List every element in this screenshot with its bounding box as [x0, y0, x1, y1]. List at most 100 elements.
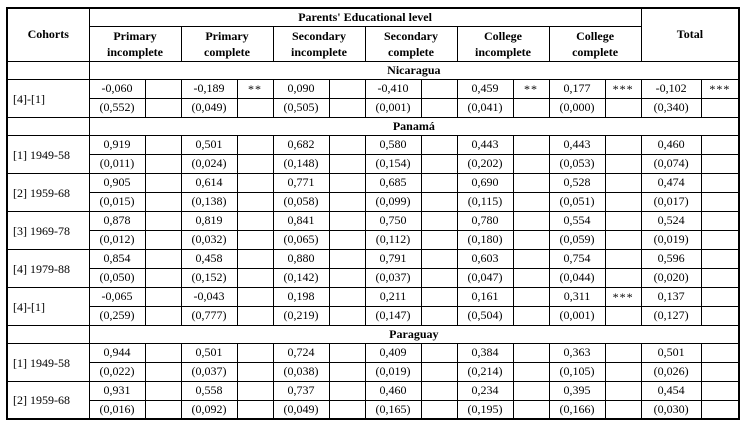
pvalue-cell: (0,259): [88, 305, 146, 326]
significance-empty-cell: [236, 191, 274, 212]
value-cell: -0,065: [88, 286, 146, 307]
significance-cell: [700, 210, 740, 231]
country-label: Panamá: [88, 116, 740, 136]
significance-cell: [144, 78, 182, 99]
column-header-line: complete: [572, 44, 619, 59]
pvalue-row: (0,050) (0,152) (0,142) (0,037) (0,047) (0,04…: [7, 267, 740, 288]
significance-empty-cell: [328, 153, 366, 174]
significance-cell: [420, 380, 458, 401]
significance-cell: [236, 380, 274, 401]
value-cell: -0,189: [180, 78, 238, 99]
pvalue-cell: (0,180): [456, 229, 514, 250]
pvalue-cell: (0,504): [456, 305, 514, 326]
significance-cell: [604, 248, 642, 269]
significance-empty-cell: [236, 153, 274, 174]
significance-cell: [328, 380, 366, 401]
value-row: [4] 1979-88 0,854 0,458 0,880 0,791 0,603 0,75…: [6, 248, 740, 288]
value-cell: 0,460: [640, 134, 702, 155]
value-cell: 0,458: [180, 248, 238, 269]
significance-empty-cell: [700, 267, 740, 288]
value-cell: 0,161: [456, 286, 514, 307]
value-cell: 0,311: [548, 286, 606, 307]
significance-empty-cell: [236, 305, 274, 326]
significance-cell: ***: [604, 78, 642, 99]
pvalue-cell: (0,115): [456, 191, 514, 212]
value-cell: 0,501: [180, 134, 238, 155]
country-label: Paraguay: [88, 324, 740, 344]
significance-empty-cell: [236, 267, 274, 288]
value-cell: 0,501: [640, 342, 702, 363]
value-cell: -0,410: [364, 78, 422, 99]
significance-empty-cell: [604, 97, 642, 118]
column-header-line: complete: [388, 44, 434, 59]
parents-educational-level-header: Parents' Educational level: [88, 7, 642, 27]
value-cell: 0,854: [88, 248, 146, 269]
value-cell: 0,524: [640, 210, 702, 231]
value-cell: 0,363: [548, 342, 606, 363]
pvalue-cell: (0,065): [272, 229, 330, 250]
value-row: [2] 1959-68 0,905 0,614 0,771 0,685 0,690 0,52…: [6, 172, 740, 212]
significance-cell: [700, 286, 740, 307]
pvalue-row: (0,011) (0,024) (0,148) (0,154) (0,202) (0,05…: [7, 153, 740, 174]
column-header-line: College: [484, 28, 522, 43]
significance-empty-cell: [144, 229, 182, 250]
column-header-primary-complete: Primary complete: [180, 25, 274, 62]
significance-empty-cell: [328, 97, 366, 118]
significance-cell: ***: [604, 286, 642, 307]
significance-cell: [512, 342, 550, 363]
significance-empty-cell: [236, 97, 274, 118]
significance-empty-cell: [420, 361, 458, 382]
value-row: [4]-[1] -0,065 -0,043 0,198 0,211 0,161 0,311 *…: [6, 286, 740, 326]
value-cell: 0,459: [456, 78, 514, 99]
significance-empty-cell: [144, 267, 182, 288]
significance-empty-cell: [512, 361, 550, 382]
significance-empty-cell: [512, 399, 550, 420]
significance-cell: [420, 210, 458, 231]
value-cell: 0,791: [364, 248, 422, 269]
significance-empty-cell: [328, 305, 366, 326]
value-cell: 0,474: [640, 172, 702, 193]
pvalue-cell: (0,148): [272, 153, 330, 174]
significance-cell: [604, 342, 642, 363]
table-header: Cohorts Parents' Educational level Total…: [6, 7, 740, 62]
pvalue-cell: (0,030): [640, 399, 702, 420]
significance-empty-cell: [604, 191, 642, 212]
mobility-table: Cohorts Parents' Educational level Total…: [6, 7, 741, 420]
value-cell: 0,501: [180, 342, 238, 363]
significance-cell: [144, 380, 182, 401]
pvalue-cell: (0,074): [640, 153, 702, 174]
value-cell: 0,931: [88, 380, 146, 401]
pvalue-cell: (0,142): [272, 267, 330, 288]
pvalue-cell: (0,112): [364, 229, 422, 250]
pvalue-cell: (0,037): [364, 267, 422, 288]
pvalue-cell: (0,051): [548, 191, 606, 212]
value-cell: 0,603: [456, 248, 514, 269]
pvalue-cell: (0,016): [88, 399, 146, 420]
significance-empty-cell: [700, 399, 740, 420]
value-cell: 0,771: [272, 172, 330, 193]
significance-empty-cell: [512, 267, 550, 288]
value-row: [2] 1959-68 0,931 0,558 0,737 0,460 0,234 0,39…: [6, 380, 740, 420]
significance-cell: ***: [700, 78, 740, 99]
pvalue-cell: (0,044): [548, 267, 606, 288]
cohorts-column-header: Cohorts: [6, 7, 90, 62]
value-cell: 0,443: [456, 134, 514, 155]
significance-cell: [144, 210, 182, 231]
significance-empty-cell: [512, 229, 550, 250]
significance-empty-cell: [420, 153, 458, 174]
column-header-college-complete: College complete: [548, 25, 642, 62]
significance-cell: [512, 134, 550, 155]
cohort-cell: [4]-[1]: [6, 286, 90, 326]
value-cell: 0,137: [640, 286, 702, 307]
significance-cell: [512, 248, 550, 269]
country-row-empty-cell: [6, 116, 90, 136]
significance-empty-cell: [144, 153, 182, 174]
subheader-row: Primary incomplete Primary complete Secondar…: [7, 25, 739, 62]
pvalue-cell: (0,011): [88, 153, 146, 174]
pvalue-cell: (0,038): [272, 361, 330, 382]
significance-cell: [236, 342, 274, 363]
pvalue-cell: (0,049): [272, 399, 330, 420]
significance-cell: [700, 380, 740, 401]
country-row: Panamá: [6, 116, 740, 136]
significance-cell: [512, 210, 550, 231]
